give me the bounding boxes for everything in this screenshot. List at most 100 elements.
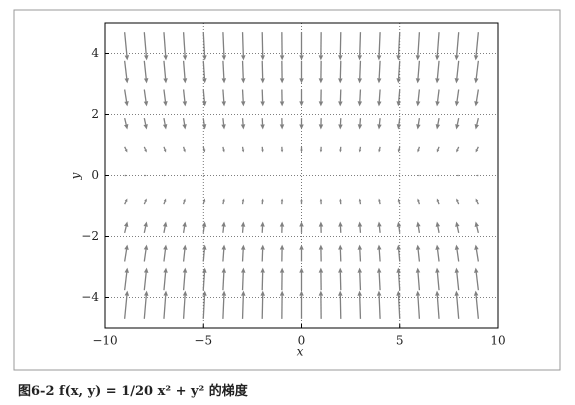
arrow-head [338, 290, 343, 296]
arrow [183, 174, 186, 177]
y-tick-label: 2 [91, 107, 99, 121]
arrow-head [260, 290, 265, 296]
arrow-head [202, 198, 206, 202]
arrow [396, 290, 401, 319]
arrow-head [202, 267, 207, 273]
arrow-shaft [456, 146, 460, 150]
arrow-head [378, 175, 380, 176]
arrow-shaft [378, 201, 381, 205]
arrow-head [260, 78, 265, 84]
arrow-head [456, 198, 459, 202]
arrow-head [299, 55, 304, 61]
arrow-head [144, 55, 149, 61]
arrow-head [417, 149, 420, 153]
arrow-shaft [222, 118, 225, 125]
arrow-shaft [475, 32, 479, 56]
arrow-head [241, 198, 245, 202]
arrow-head [144, 290, 149, 296]
arrow [182, 198, 186, 205]
arrow [299, 221, 304, 233]
arrow-head [123, 221, 129, 227]
arrow-head [338, 78, 343, 84]
arrow-head [435, 124, 441, 130]
arrow [202, 60, 207, 84]
arrow-shaft [202, 89, 205, 102]
arrow-head [396, 78, 401, 84]
arrow [454, 267, 460, 291]
arrow-head [319, 198, 323, 202]
arrow [260, 290, 265, 319]
arrow-shaft [241, 118, 244, 125]
arrow-head [182, 124, 187, 130]
arrow-head [124, 55, 130, 61]
arrow-head [397, 149, 401, 153]
arrow [318, 118, 324, 130]
arrow [202, 267, 207, 291]
arrow [221, 290, 227, 319]
arrow-head [338, 124, 343, 130]
arrow-head [182, 244, 188, 250]
arrow-head [357, 124, 363, 130]
arrow [357, 89, 363, 107]
arrow [415, 60, 421, 84]
arrow [435, 60, 440, 84]
arrow-shaft [359, 226, 362, 233]
arrow [182, 146, 186, 153]
arrow [124, 244, 129, 262]
arrow [358, 198, 362, 205]
arrow [474, 267, 479, 291]
arrow-head [279, 124, 285, 130]
arrow [378, 146, 381, 153]
arrow-head [299, 101, 304, 107]
arrow-head [241, 78, 246, 84]
arrow [376, 32, 382, 61]
arrow [124, 174, 128, 177]
arrow-shaft [398, 226, 401, 233]
arrow [260, 267, 265, 291]
arrow [454, 290, 460, 319]
arrow-shaft [182, 146, 186, 150]
arrow [163, 89, 168, 107]
arrow-head [435, 244, 440, 250]
arrow-head [415, 101, 421, 107]
arrow-shaft [437, 146, 440, 150]
arrow-head [454, 244, 460, 250]
arrow-head [357, 244, 363, 250]
arrow [241, 32, 246, 61]
x-tick-label: −10 [92, 334, 117, 348]
arrow [182, 290, 188, 319]
arrow-head [279, 55, 285, 61]
arrow-head [475, 174, 477, 177]
arrow-shaft [202, 272, 206, 291]
arrow [436, 146, 440, 153]
arrow [201, 118, 207, 130]
arrow-shaft [475, 89, 479, 102]
arrow-head [163, 101, 168, 107]
arrow-shaft [163, 32, 167, 56]
arrow [143, 32, 149, 61]
arrow [163, 32, 168, 61]
arrow-head [416, 124, 421, 130]
arrow-head [436, 149, 440, 153]
arrow-shaft [222, 60, 225, 79]
arrow [162, 118, 168, 130]
arrow-shaft [124, 146, 127, 150]
arrow-shaft [398, 146, 401, 150]
arrow [318, 221, 324, 233]
arrow-head [474, 78, 479, 84]
arrow-head [201, 221, 207, 227]
arrow-shaft [202, 249, 205, 262]
arrow [299, 244, 304, 262]
arrow-shaft [378, 32, 381, 56]
arrow-head [415, 78, 421, 84]
arrow-head [318, 267, 324, 273]
arrow [279, 60, 285, 84]
arrow-shaft [417, 60, 421, 79]
arrow-head [398, 175, 399, 176]
arrow-head [202, 101, 207, 107]
arrow-head [378, 149, 381, 153]
arrow [338, 290, 343, 319]
arrow [357, 32, 362, 61]
arrow-head [202, 78, 207, 84]
